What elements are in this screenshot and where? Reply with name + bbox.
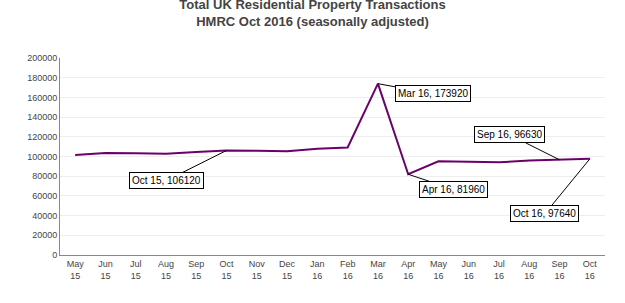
svg-text:Feb16: Feb16: [340, 259, 356, 281]
svg-text:60000: 60000: [32, 191, 57, 201]
svg-text:100000: 100000: [27, 152, 57, 162]
svg-text:Sep 16, 96630: Sep 16, 96630: [477, 129, 542, 140]
svg-text:80000: 80000: [32, 171, 57, 181]
svg-text:Nov15: Nov15: [249, 259, 266, 281]
svg-text:Jul15: Jul15: [130, 259, 142, 281]
svg-text:Dec15: Dec15: [279, 259, 296, 281]
svg-text:Apr16: Apr16: [401, 259, 415, 281]
svg-text:Aug15: Aug15: [158, 259, 174, 281]
svg-text:Aug16: Aug16: [521, 259, 537, 281]
svg-text:Oct15: Oct15: [220, 259, 235, 281]
svg-text:40000: 40000: [32, 211, 57, 221]
svg-text:Jun16: Jun16: [461, 259, 476, 281]
svg-text:Oct 15, 106120: Oct 15, 106120: [132, 175, 201, 186]
svg-text:May15: May15: [67, 259, 85, 281]
svg-text:140000: 140000: [27, 112, 57, 122]
svg-text:180000: 180000: [27, 73, 57, 83]
svg-text:0: 0: [52, 250, 57, 260]
svg-text:Mar 16, 173920: Mar 16, 173920: [398, 88, 468, 99]
svg-text:Total UK Residential Property: Total UK Residential Property Transactio…: [179, 0, 445, 29]
svg-text:Apr 16, 81960: Apr 16, 81960: [422, 184, 485, 195]
svg-text:200000: 200000: [27, 53, 57, 63]
svg-text:Sep16: Sep16: [552, 259, 568, 281]
svg-text:May16: May16: [430, 259, 448, 281]
svg-text:20000: 20000: [32, 230, 57, 240]
svg-text:120000: 120000: [27, 132, 57, 142]
svg-text:160000: 160000: [27, 93, 57, 103]
svg-text:Mar16: Mar16: [370, 259, 386, 281]
svg-text:Oct 16, 97640: Oct 16, 97640: [513, 208, 576, 219]
svg-text:Jul16: Jul16: [493, 259, 505, 281]
svg-text:Jun15: Jun15: [98, 259, 113, 281]
svg-text:Jan16: Jan16: [310, 259, 325, 281]
svg-text:Sep15: Sep15: [188, 259, 204, 281]
svg-text:Oct16: Oct16: [583, 259, 598, 281]
